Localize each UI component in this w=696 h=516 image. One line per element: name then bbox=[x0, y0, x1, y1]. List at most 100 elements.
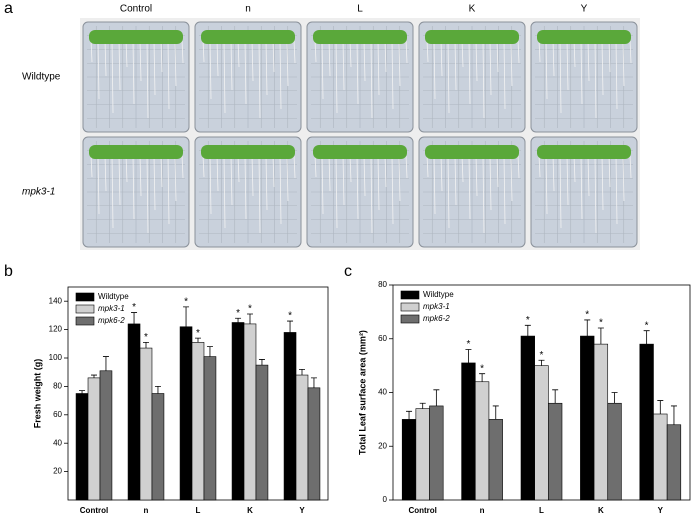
root bbox=[461, 39, 464, 68]
root bbox=[615, 154, 618, 225]
x-tick-label: Y bbox=[299, 506, 305, 515]
row-label: mpk3-1 bbox=[22, 187, 55, 198]
error-bar bbox=[91, 374, 97, 378]
root bbox=[125, 154, 128, 183]
y-tick-label: 140 bbox=[49, 296, 63, 305]
significance-mark: * bbox=[144, 332, 148, 343]
root bbox=[104, 39, 107, 77]
root bbox=[566, 39, 569, 91]
root bbox=[587, 154, 590, 197]
seedlings bbox=[89, 30, 183, 44]
column-label: K bbox=[469, 4, 476, 15]
root bbox=[566, 154, 569, 206]
root bbox=[440, 154, 443, 192]
bar bbox=[401, 419, 417, 501]
bar bbox=[461, 362, 476, 501]
root bbox=[356, 39, 359, 105]
root bbox=[426, 154, 429, 178]
bar bbox=[548, 402, 563, 501]
root bbox=[216, 154, 219, 192]
root bbox=[629, 39, 632, 64]
x-tick-label: Control bbox=[80, 506, 108, 515]
root bbox=[552, 154, 555, 192]
error-bar bbox=[492, 405, 499, 420]
root bbox=[517, 154, 520, 179]
bar bbox=[179, 326, 193, 501]
error-bar bbox=[538, 359, 545, 366]
y-tick-label: 40 bbox=[378, 388, 387, 397]
legend-swatch bbox=[400, 290, 420, 300]
bar bbox=[607, 402, 622, 501]
root bbox=[468, 39, 471, 105]
root bbox=[328, 39, 331, 77]
legend-swatch bbox=[400, 302, 420, 312]
x-tick-label: K bbox=[598, 506, 604, 515]
root bbox=[209, 154, 212, 215]
y-axis-label: Total Leaf surface area (mm²) bbox=[357, 330, 367, 455]
bar bbox=[255, 364, 269, 501]
root bbox=[615, 39, 618, 110]
root bbox=[104, 154, 107, 192]
error-bar bbox=[143, 341, 149, 349]
root bbox=[118, 154, 121, 206]
root bbox=[384, 39, 387, 73]
root bbox=[181, 154, 184, 179]
significance-mark: * bbox=[184, 297, 188, 308]
root bbox=[132, 154, 135, 220]
error-bar bbox=[584, 319, 591, 337]
root bbox=[314, 39, 317, 63]
root bbox=[573, 154, 576, 183]
root bbox=[629, 154, 632, 179]
root bbox=[608, 39, 611, 73]
root bbox=[125, 39, 128, 68]
root bbox=[377, 154, 380, 211]
root bbox=[230, 39, 233, 91]
root bbox=[447, 39, 450, 114]
root bbox=[496, 154, 499, 188]
root bbox=[314, 154, 317, 178]
root bbox=[454, 154, 457, 206]
root bbox=[559, 39, 562, 114]
root bbox=[342, 154, 345, 206]
root bbox=[489, 39, 492, 96]
root bbox=[370, 39, 373, 119]
x-tick-label: n bbox=[480, 506, 485, 515]
bar bbox=[243, 323, 257, 501]
root bbox=[160, 39, 163, 73]
bar bbox=[231, 322, 245, 501]
significance-mark: * bbox=[466, 339, 470, 350]
bar bbox=[429, 405, 444, 501]
error-bar bbox=[657, 400, 664, 414]
root bbox=[552, 39, 555, 77]
root bbox=[510, 154, 513, 202]
y-tick-label: 80 bbox=[378, 280, 387, 289]
root bbox=[174, 154, 177, 202]
root bbox=[153, 39, 156, 96]
seedlings bbox=[425, 30, 519, 44]
root bbox=[622, 39, 625, 87]
legend-label: Wildtype bbox=[423, 290, 454, 299]
error-bar bbox=[299, 368, 305, 376]
root bbox=[321, 39, 324, 100]
legend-swatch bbox=[75, 304, 95, 314]
legend-swatch bbox=[400, 314, 420, 324]
root bbox=[146, 154, 149, 234]
root bbox=[601, 154, 604, 211]
error-bar bbox=[597, 327, 604, 345]
root bbox=[517, 39, 520, 64]
root bbox=[167, 154, 170, 225]
seedlings bbox=[313, 145, 407, 159]
root bbox=[174, 39, 177, 87]
y-tick-label: 0 bbox=[383, 495, 388, 504]
seedlings bbox=[425, 145, 519, 159]
root bbox=[258, 39, 261, 119]
bar bbox=[283, 332, 297, 501]
x-tick-label: Y bbox=[658, 506, 664, 515]
bar bbox=[75, 393, 89, 501]
root bbox=[153, 154, 156, 211]
seedlings bbox=[537, 30, 631, 44]
y-axis-label: Fresh weight (g) bbox=[32, 359, 42, 429]
root bbox=[181, 39, 184, 64]
root bbox=[244, 39, 247, 105]
root bbox=[573, 39, 576, 68]
